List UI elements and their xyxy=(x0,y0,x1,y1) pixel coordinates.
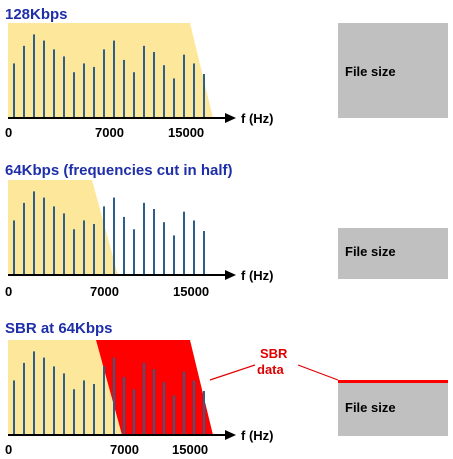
file-size-label: File size xyxy=(345,400,396,415)
sbr-pointer-left xyxy=(209,364,256,381)
axis-label: f (Hz) xyxy=(241,268,274,283)
tick-label-15000: 15000 xyxy=(168,125,204,140)
tick-label-7000: 7000 xyxy=(110,442,139,457)
tick-label-0: 0 xyxy=(5,125,12,140)
tick-label-7000: 7000 xyxy=(90,284,119,299)
axis-arrowhead xyxy=(225,270,236,280)
file-size-label: File size xyxy=(345,64,396,79)
sbr-pointer-right xyxy=(297,364,339,381)
file-size-box-64kbps xyxy=(338,228,448,279)
tick-label-15000: 15000 xyxy=(173,284,209,299)
tick-label-0: 0 xyxy=(5,442,12,457)
panel-sbr-64kbps: SBR at 64Kbps f (Hz) 0 7000 15000 SBR da… xyxy=(5,320,448,457)
file-size-label: File size xyxy=(345,244,396,259)
panel-title-64kbps: 64Kbps (frequencies cut in half) xyxy=(5,162,233,179)
panel-64kbps: 64Kbps (frequencies cut in half) f (Hz) … xyxy=(5,162,448,299)
panel-title-sbr: SBR at 64Kbps xyxy=(5,320,113,337)
tick-label-15000: 15000 xyxy=(172,442,208,457)
panel-title-128kbps: 128Kbps xyxy=(5,6,68,23)
spectrum-bars-full xyxy=(13,191,205,275)
tick-label-0: 0 xyxy=(5,284,12,299)
file-size-box-sbr xyxy=(338,382,448,436)
sbr-data-label-line2: data xyxy=(257,362,285,377)
spectrum-bars-full xyxy=(13,351,205,435)
spectrum-bars-full xyxy=(13,34,205,118)
axis-label: f (Hz) xyxy=(241,111,274,126)
axis-arrowhead xyxy=(225,430,236,440)
sbr-data-label-line1: SBR xyxy=(260,346,288,361)
panel-128kbps: 128Kbps f (Hz) 0 7000 15000 File size xyxy=(5,6,448,140)
file-size-box-128kbps xyxy=(338,23,448,118)
axis-arrowhead xyxy=(225,113,236,123)
sbr-data-size-strip xyxy=(338,380,448,383)
tick-label-7000: 7000 xyxy=(95,125,124,140)
full-band-area xyxy=(8,23,213,118)
axis-label: f (Hz) xyxy=(241,428,274,443)
